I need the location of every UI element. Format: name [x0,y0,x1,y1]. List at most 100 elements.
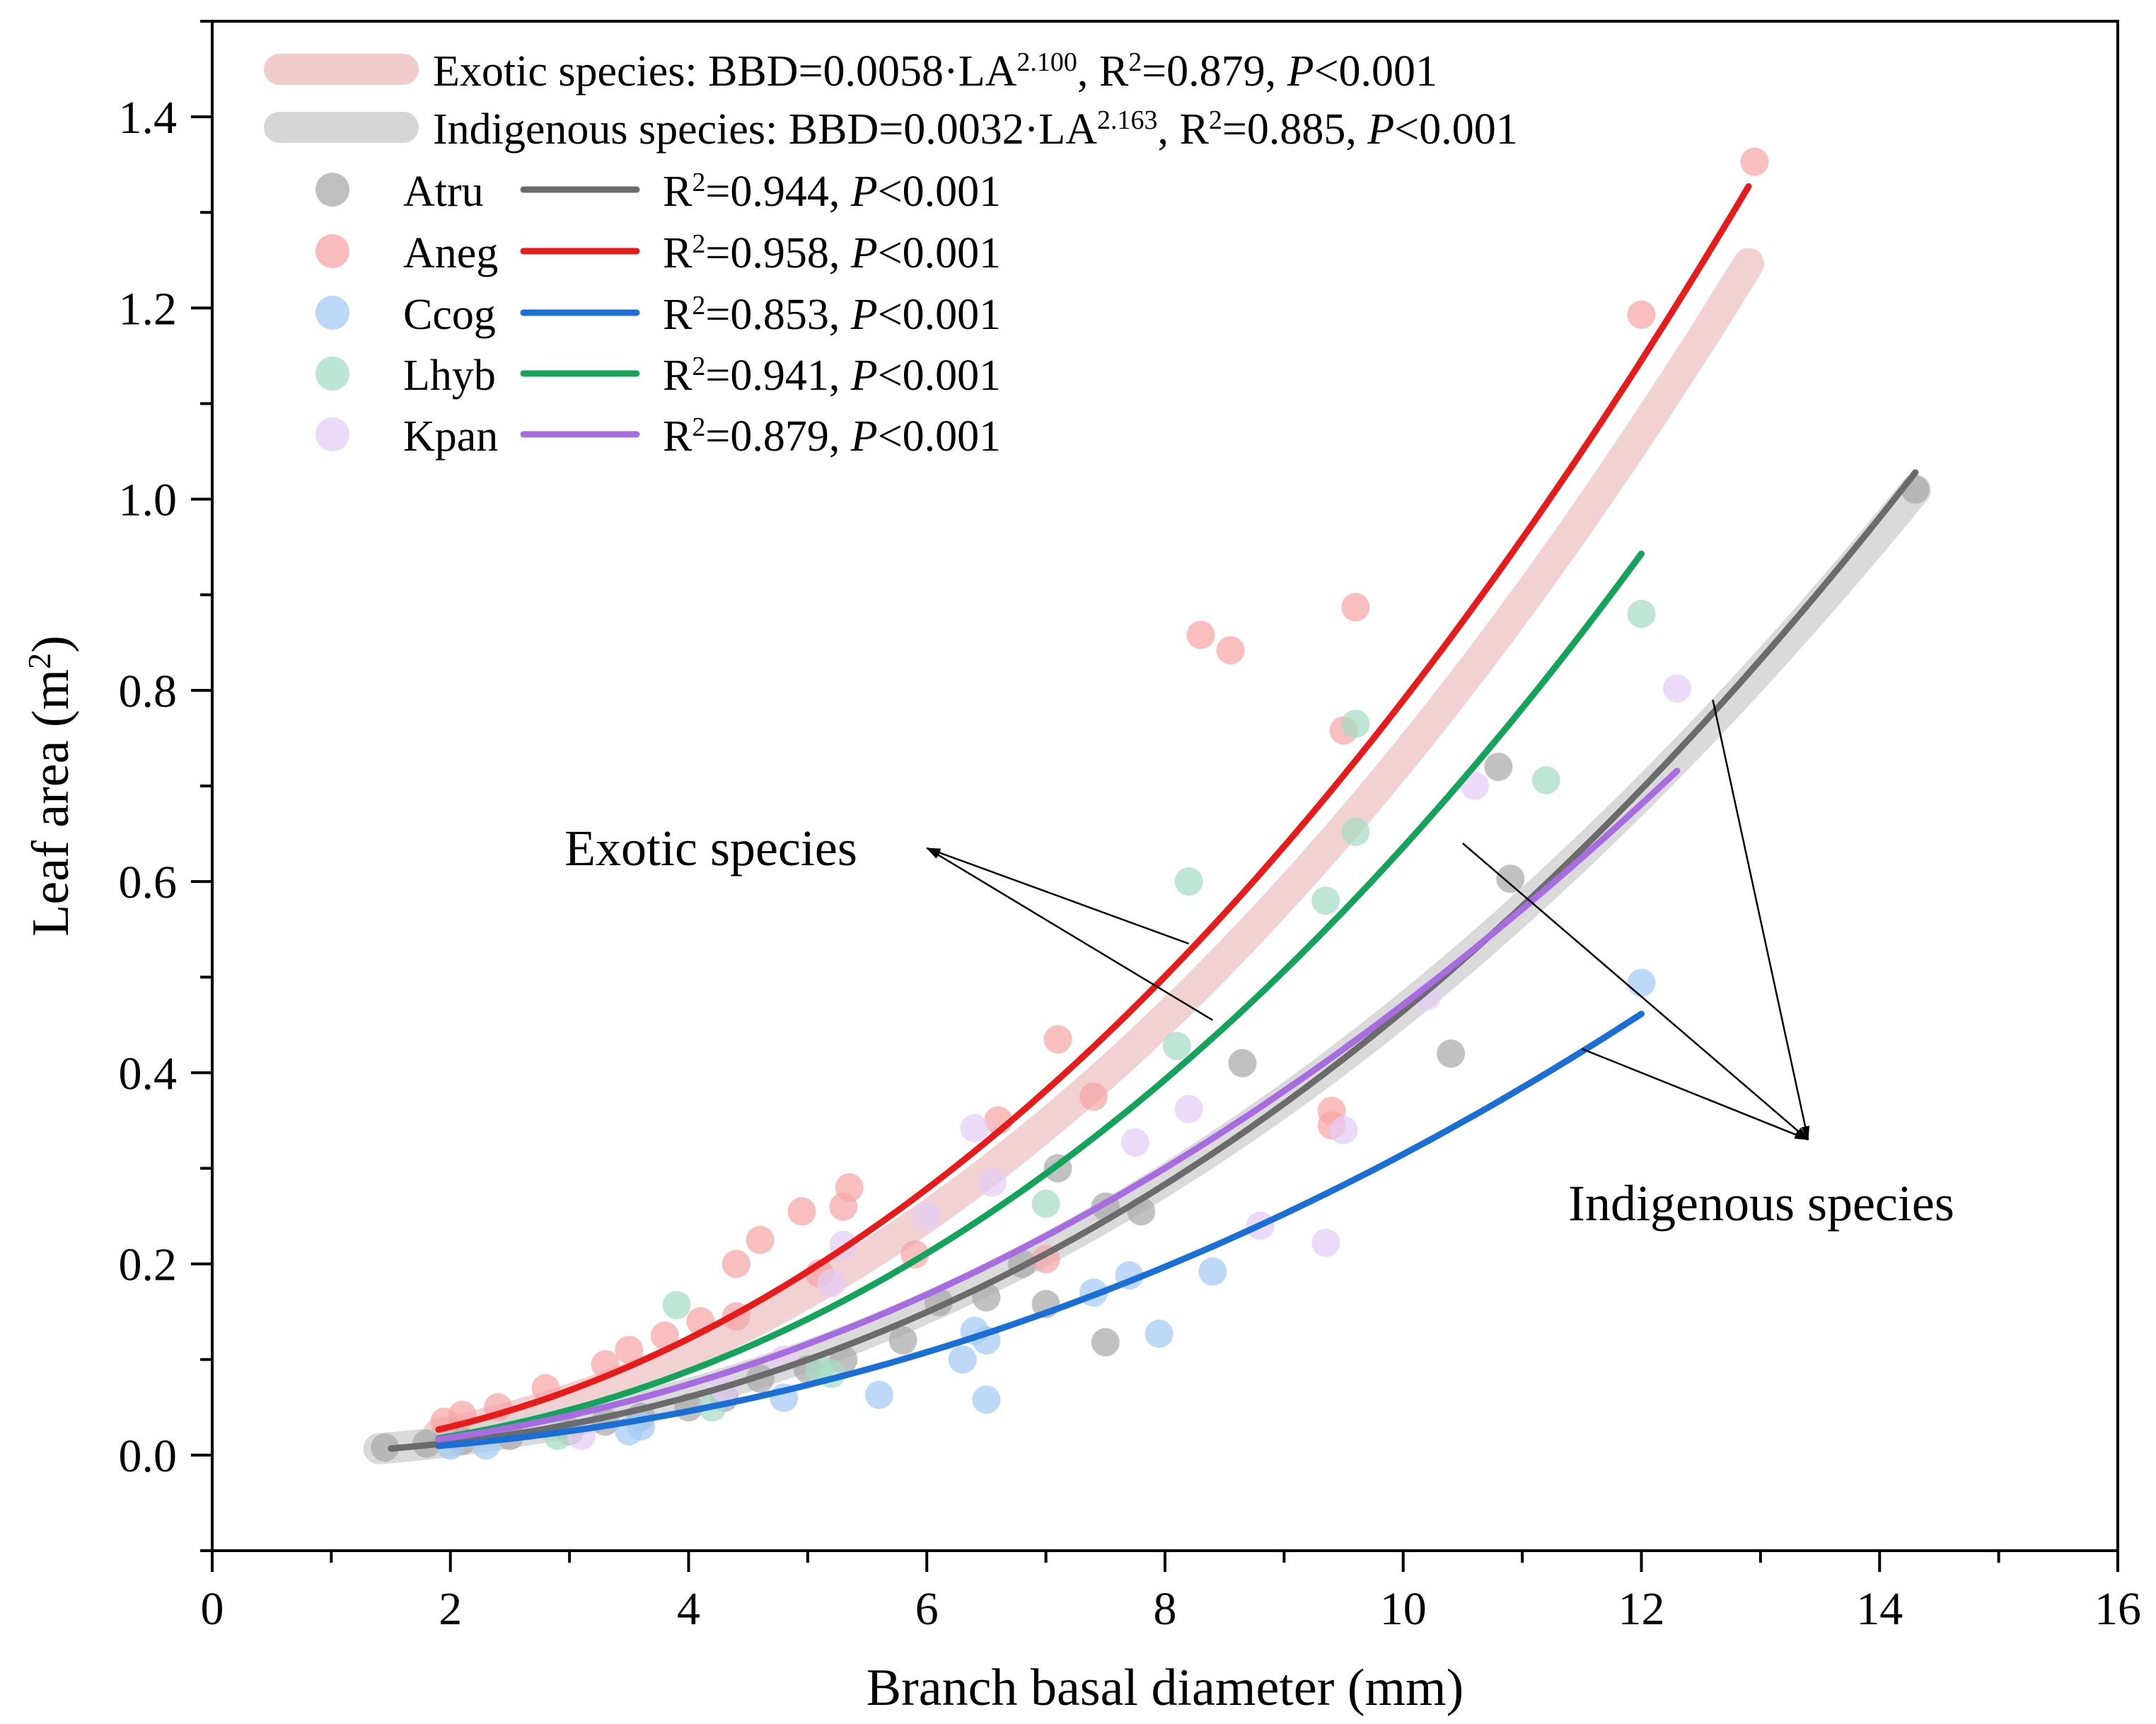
y-axis-label: Leaf area (m2) [21,635,81,937]
x-tick-label: 10 [1380,1583,1427,1635]
point-aneg-18 [1043,1025,1072,1054]
annotation-arrow-exotic-species-0 [926,847,1190,945]
legend-kpan-marker [315,417,349,451]
species-fit-lines [388,183,1919,1452]
point-aneg-6 [650,1321,679,1350]
legend-ccog-stats: R2=0.853, P<0.001 [663,291,1001,339]
x-tick-label: 4 [677,1583,700,1635]
x-tick-label: 6 [915,1583,939,1635]
point-ccog-5 [864,1380,893,1409]
legend-indigenous-label: Indigenous species: BBD=0.0032·LA2.163, … [433,105,1518,154]
point-aneg-10 [746,1225,775,1254]
legend-aneg-name: Aneg [403,229,498,277]
legend-ccog-name: Ccog [403,291,496,339]
point-aneg-20 [1186,620,1215,649]
annotation-exotic-species: Exotic species [564,820,857,877]
point-kpan-3 [817,1268,846,1297]
annotation-arrows [926,700,1810,1141]
legend-kpan-stats: R2=0.879, P<0.001 [663,412,1001,461]
annotation-arrow-exotic-species-1 [926,847,1214,1022]
annotation-arrow-indigenous-species-2 [1712,700,1810,1140]
legend-kpan-name: Kpan [403,412,498,461]
point-lhyb-10 [1341,710,1370,739]
point-ccog-6 [948,1345,977,1374]
annotation-arrow-indigenous-species-1 [1581,1048,1809,1141]
x-tick-label: 0 [201,1583,224,1635]
point-atru-24 [1496,864,1525,893]
point-aneg-25 [1341,593,1370,622]
y-tick-label: 1.2 [119,283,178,335]
legend-atru-marker [315,173,349,207]
legend-atru-name: Atru [403,168,484,216]
annotation-indigenous-species: Indigenous species [1568,1175,1954,1232]
point-lhyb-11 [1531,765,1560,794]
point-atru-23 [1484,753,1513,781]
legend-lhyb-marker [315,357,349,390]
legend-lhyb-name: Lhyb [403,352,496,400]
point-kpan-6 [960,1113,989,1142]
legend-exotic-label: Exotic species: BBD=0.0058·LA2.100, R2=0… [433,47,1437,96]
point-kpan-9 [1174,1094,1203,1123]
y-tick-label: 0.8 [119,666,178,717]
point-atru-18 [1091,1328,1120,1357]
legend-atru-stats: R2=0.944, P<0.001 [663,168,1001,216]
y-tick-label: 0.2 [119,1239,178,1291]
annotation-arrow-indigenous-species-0 [1462,843,1809,1140]
point-aneg-14 [835,1173,864,1202]
point-ccog-13 [1198,1257,1227,1286]
legend-ccog-marker [315,296,349,330]
x-tick-label: 12 [1618,1583,1665,1635]
y-axis: 0.0 0.2 0.4 0.6 0.8 1.0 1.2 1.4 [119,20,212,1552]
point-kpan-15 [1663,674,1691,703]
fit-line-ccog [435,1010,1645,1450]
y-tick-label: 0.4 [119,1048,178,1099]
y-tick-label: 0.0 [119,1430,178,1482]
point-lhyb-9 [1341,817,1370,846]
point-aneg-19 [1079,1082,1108,1111]
fit-line-atru [388,469,1919,1452]
fit-band-indigenous-species [363,474,1931,1464]
point-lhyb-12 [1627,599,1656,628]
point-aneg-11 [787,1197,816,1226]
y-axis-label-sup: 2 [21,653,57,669]
y-axis-label-main: Leaf area (m [22,669,80,937]
point-atru-21 [1228,1048,1257,1077]
point-ccog-9 [972,1385,1001,1414]
x-tick-label: 2 [439,1583,462,1635]
point-ccog-12 [1144,1319,1173,1348]
point-lhyb-8 [1311,886,1340,915]
point-kpan-11 [1311,1228,1340,1257]
fit-line-lhyb [435,550,1645,1442]
point-lhyb-1 [662,1290,691,1319]
point-kpan-14 [1460,772,1489,800]
legend-aneg-stats: R2=0.958, P<0.001 [663,229,1001,277]
point-atru-22 [1437,1039,1466,1068]
point-atru-12 [888,1326,917,1355]
point-kpan-12 [1329,1116,1358,1145]
y-tick-label: 0.6 [119,857,178,908]
fit-line-aneg [435,183,1752,1433]
point-aneg-9 [721,1249,750,1278]
x-axis-label: Branch basal diameter (mm) [867,1659,1464,1717]
x-axis: 0 2 4 6 8 10 12 14 16 [201,1551,2141,1635]
point-kpan-8 [1120,1128,1149,1157]
y-axis-label-end: ) [22,635,80,653]
point-aneg-27 [1740,147,1769,176]
x-tick-label: 14 [1856,1583,1903,1635]
legend: Exotic species: BBD=0.0058·LA2.100, R2=0… [264,47,1518,461]
fit-line-kpan [435,768,1681,1443]
point-ccog-14 [1627,968,1656,997]
y-tick-label: 1.0 [119,475,178,526]
legend-lhyb-stats: R2=0.941, P<0.001 [663,352,1001,400]
x-tick-label: 8 [1154,1583,1177,1635]
point-lhyb-7 [1174,867,1203,896]
point-kpan-7 [978,1168,1007,1197]
x-tick-label: 16 [2094,1583,2141,1635]
legend-aneg-marker [315,234,349,268]
y-tick-label: 1.4 [119,92,178,144]
point-lhyb-6 [1162,1031,1191,1060]
point-aneg-26 [1627,300,1656,329]
point-kpan-5 [912,1202,941,1231]
point-aneg-21 [1216,636,1245,665]
